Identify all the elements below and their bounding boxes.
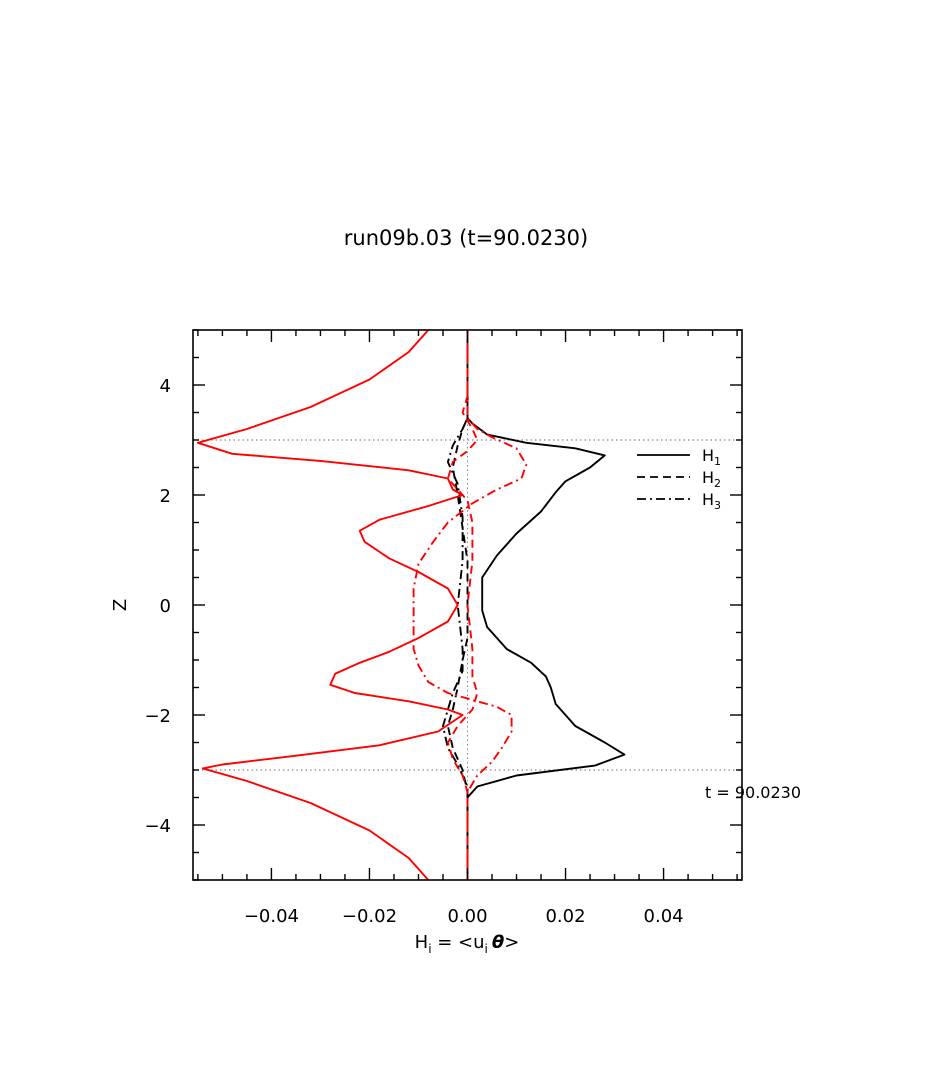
y-tick-label: 0 <box>160 596 171 617</box>
x-tick-label: 0.02 <box>545 906 585 927</box>
y-tick-label: 2 <box>160 486 171 507</box>
series-line-1 <box>466 330 626 880</box>
series-group <box>196 329 626 881</box>
x-axis-label: Hi = <ui θ> <box>415 932 520 956</box>
series-line-4 <box>196 329 464 881</box>
x-axis-label-sub2: i <box>485 942 488 956</box>
x-tick-label: −0.02 <box>342 906 397 927</box>
legend-label-3: H3 <box>702 490 721 512</box>
legend-label-1: H1 <box>702 446 721 468</box>
x-tick-label: 0.00 <box>447 906 487 927</box>
legend-label-2: H2 <box>702 468 721 490</box>
y-axis-label: Z <box>110 599 131 611</box>
x-axis-label-end: > <box>504 932 519 953</box>
series-line-6 <box>412 330 528 880</box>
x-axis-label-mid: = <u <box>432 932 485 953</box>
series-line-3 <box>442 330 469 880</box>
y-tick-label: −4 <box>144 816 171 837</box>
time-annotation: t = 90.0230 <box>705 783 801 802</box>
y-tick-label: 4 <box>160 376 171 397</box>
series-line-5 <box>446 330 479 880</box>
chart-title: run09b.03 (t=90.0230) <box>344 226 588 250</box>
x-tick-label: −0.04 <box>244 906 299 927</box>
x-axis-label-theta: θ <box>492 932 504 953</box>
x-axis-label-base: H <box>415 932 429 953</box>
axes: −0.04 −0.02 0.00 0.02 0.04 −4 −2 0 2 4 <box>144 329 743 927</box>
x-tick-label: 0.04 <box>644 906 684 927</box>
x-axis-label-sub: i <box>428 942 431 956</box>
y-tick-label: −2 <box>144 706 171 727</box>
